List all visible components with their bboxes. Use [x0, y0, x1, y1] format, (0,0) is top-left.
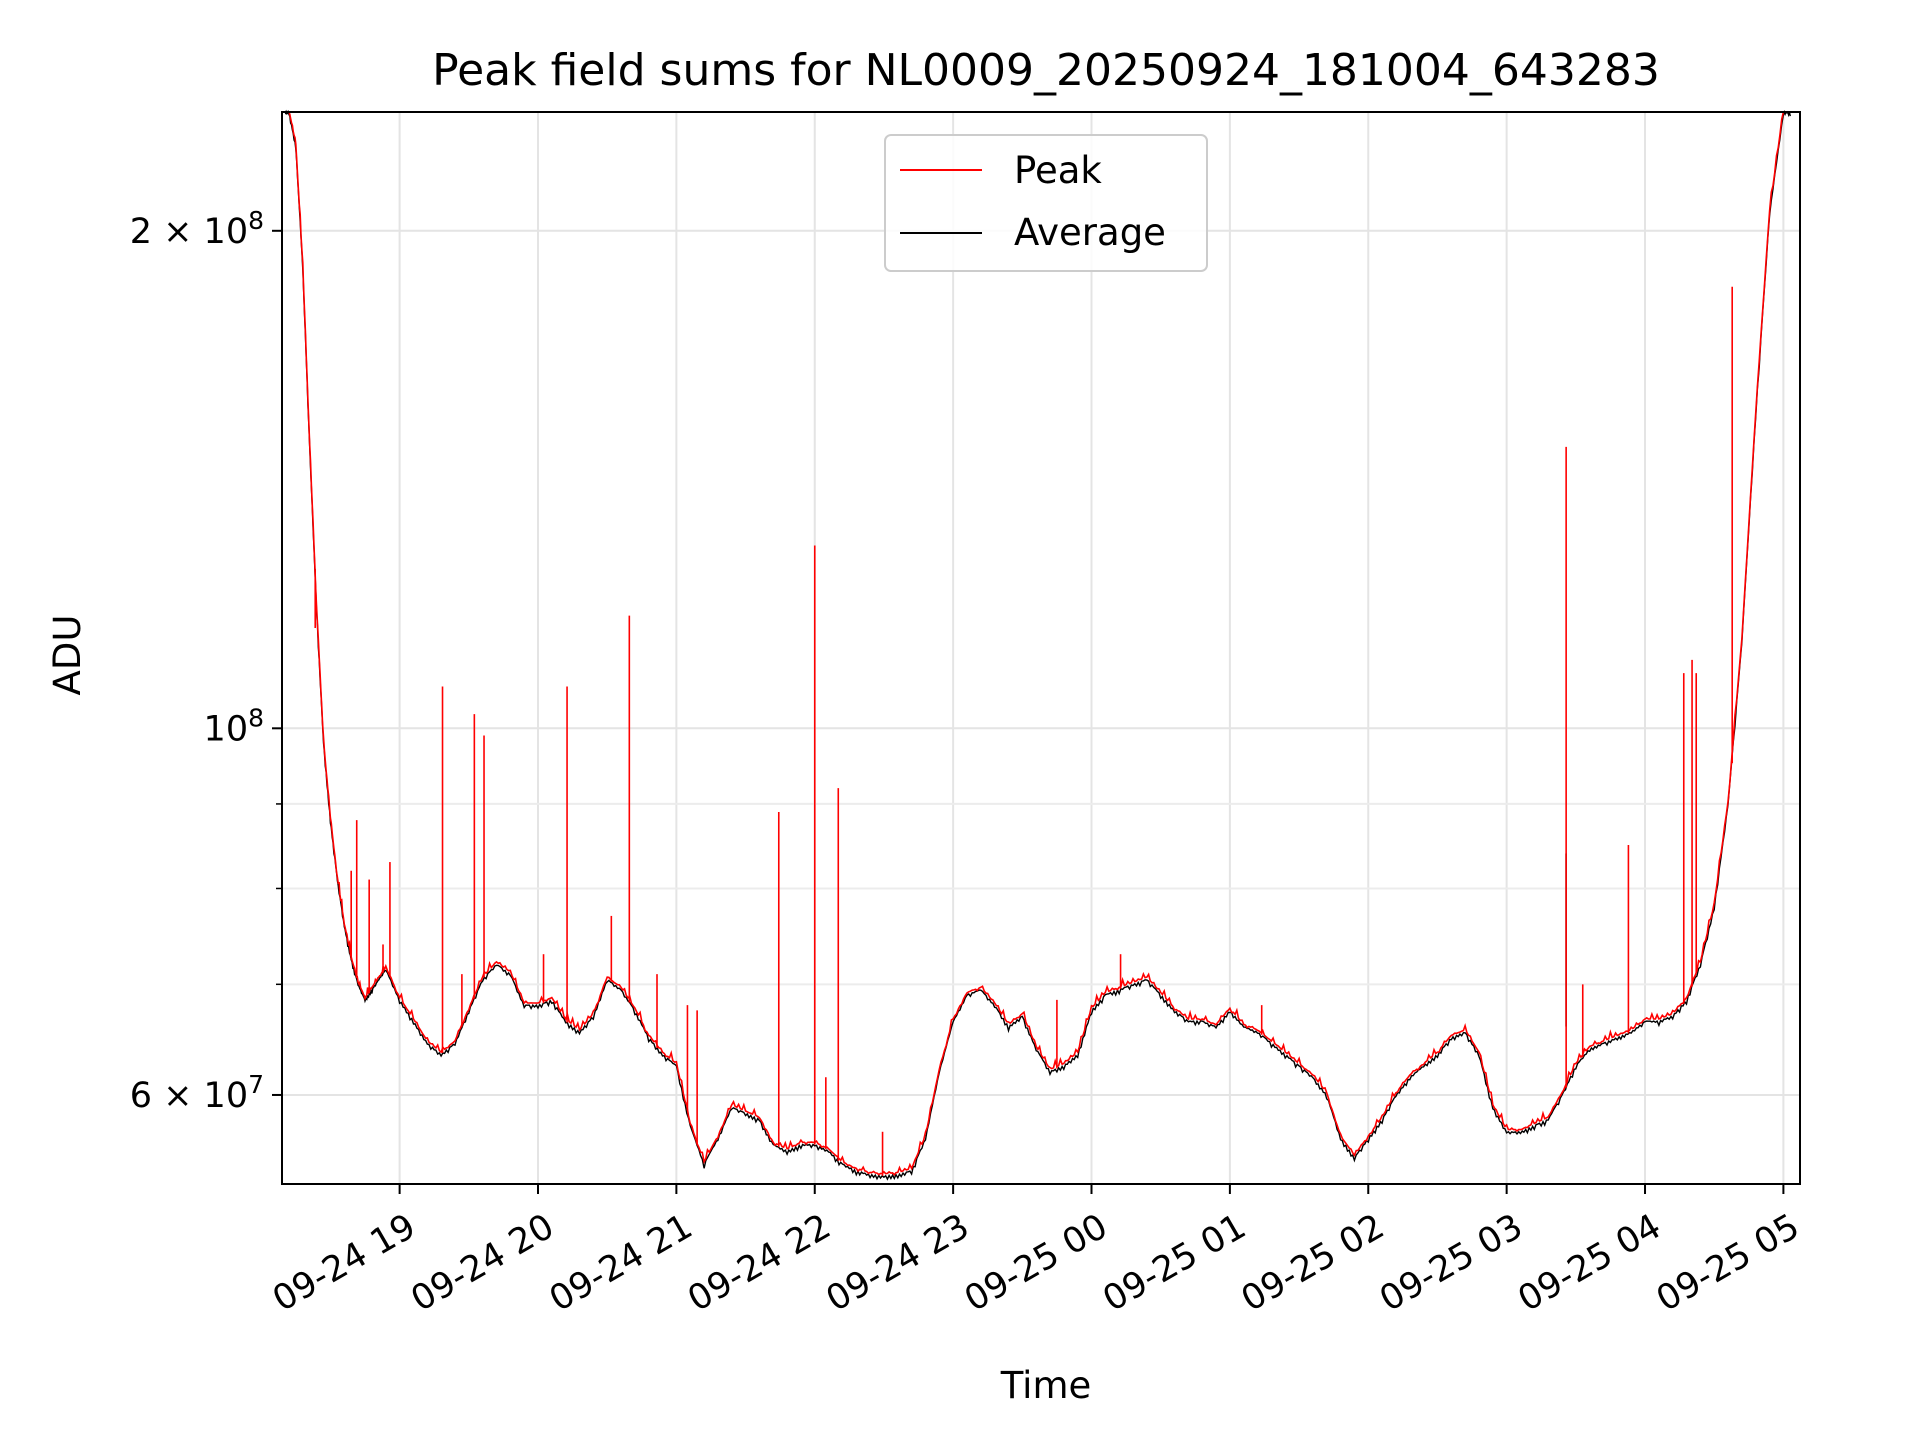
y-tick-label: 6 × 107	[130, 1070, 264, 1116]
peak-line	[284, 111, 1791, 1177]
average-line	[284, 109, 1791, 1181]
x-axis-label: Time	[1000, 1364, 1092, 1407]
series-peak	[284, 111, 1791, 1177]
y-tick-label: 2 × 108	[130, 206, 264, 252]
y-axis-label: ADU	[46, 615, 89, 696]
legend-peak-label: Peak	[1014, 149, 1102, 192]
legend-average-label: Average	[1014, 211, 1166, 254]
plot-frame	[281, 111, 1801, 1185]
y-tick-label: 108	[204, 703, 264, 749]
legend: Peak Average	[884, 134, 1208, 272]
chart-title: Peak field sums for NL0009_20250924_1810…	[432, 45, 1660, 96]
